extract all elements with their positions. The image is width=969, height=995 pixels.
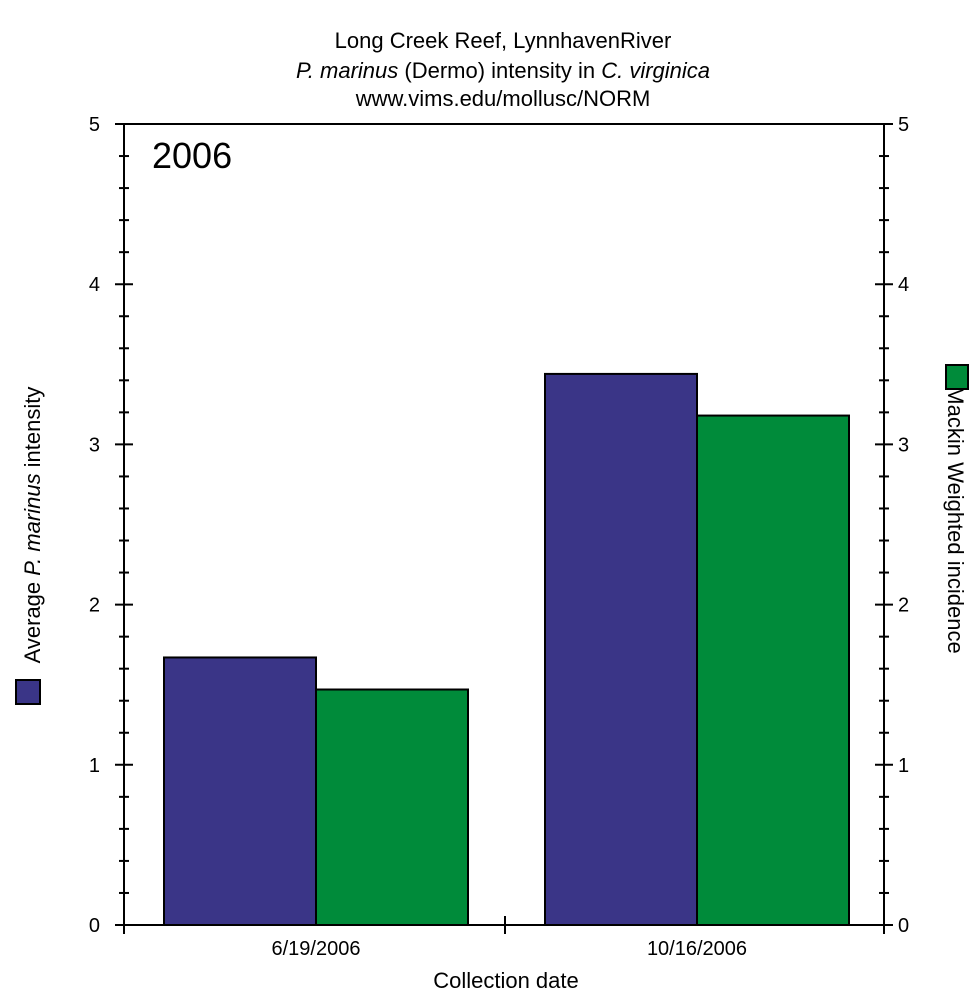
y-tick-label-right: 3 — [898, 434, 909, 456]
y-tick-label-right: 2 — [898, 595, 909, 617]
left-axis-label-group: Average P. marinus intensity — [20, 387, 45, 664]
y-tick-label-left: 5 — [89, 114, 100, 136]
y-tick-label-right: 5 — [898, 114, 909, 136]
legend-swatch-right — [945, 364, 969, 390]
y-axis-right-label: Mackin Weighted incidence — [943, 386, 968, 653]
bars-group — [163, 372, 850, 926]
y-tick-label-left: 4 — [89, 274, 100, 296]
bar-incidence-2 — [696, 414, 850, 926]
chart-title-line-3: www.vims.edu/mollusc/NORM — [355, 86, 651, 111]
right-axis-label-group: Mackin Weighted incidence — [943, 386, 968, 653]
y-tick-label-left: 1 — [89, 755, 100, 777]
ticks-group: 0 0 1 1 2 2 3 3 4 4 5 5 6/19/2006 10/16/2006 — [89, 114, 909, 960]
y-tick-label-left: 0 — [89, 915, 100, 937]
x-axis-label: Collection date — [433, 968, 579, 993]
y-tick-label-left: 2 — [89, 595, 100, 617]
bar-intensity-1 — [163, 656, 317, 926]
y-tick-label-right: 1 — [898, 755, 909, 777]
chart-title-line-2: P. marinus (Dermo) intensity in C. virgi… — [296, 58, 710, 83]
chart-title-line-1: Long Creek Reef, LynnhavenRiver — [335, 28, 672, 53]
legend-swatch-left — [15, 679, 41, 705]
y-axis-left-label: Average P. marinus intensity — [20, 387, 45, 664]
y-tick-label-left: 3 — [89, 434, 100, 456]
year-label: 2006 — [152, 135, 232, 176]
y-tick-label-right: 4 — [898, 274, 909, 296]
x-tick-label-2: 10/16/2006 — [647, 938, 747, 960]
x-tick-label-1: 6/19/2006 — [272, 938, 361, 960]
bar-incidence-1 — [315, 688, 469, 926]
bar-intensity-2 — [544, 372, 698, 926]
y-tick-label-right: 0 — [898, 915, 909, 937]
